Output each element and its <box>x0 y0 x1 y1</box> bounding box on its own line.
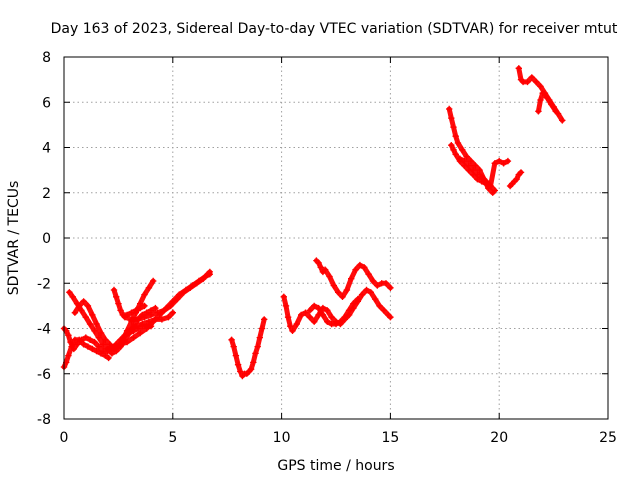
series-segment <box>535 90 559 115</box>
y-tick-label: 2 <box>42 186 51 202</box>
chart-title: Day 163 of 2023, Sidereal Day-to-day VTE… <box>51 21 618 37</box>
y-tick-label: 8 <box>42 50 51 66</box>
series-segment <box>456 155 498 194</box>
series-segment <box>313 257 394 300</box>
series-trace <box>457 156 498 193</box>
x-tick-label: 20 <box>490 430 508 446</box>
series-segment <box>228 316 268 380</box>
y-tick-label: -2 <box>37 276 51 292</box>
series-trace <box>507 169 524 189</box>
series-segment <box>60 336 112 371</box>
series-trace <box>126 310 176 334</box>
y-tick-label: 0 <box>42 231 51 247</box>
y-tick-label: -8 <box>37 412 51 428</box>
series-trace <box>61 337 112 370</box>
series-segment <box>306 295 361 328</box>
series-trace <box>307 296 361 327</box>
x-axis-label: GPS time / hours <box>277 458 394 474</box>
y-tick-label: -6 <box>37 367 51 383</box>
y-tick-labels: -8 -6 -4 -2 0 2 4 6 8 <box>37 50 51 428</box>
data-series <box>60 65 566 380</box>
series-trace <box>448 142 511 189</box>
plot-frame <box>63 56 609 420</box>
x-tick-label: 0 <box>60 430 69 446</box>
y-tick-label: 6 <box>42 95 51 111</box>
series-trace <box>61 323 154 354</box>
series-trace <box>229 316 267 379</box>
series-trace <box>281 287 393 334</box>
series-trace <box>122 269 213 322</box>
x-tick-label: 15 <box>381 430 399 446</box>
series-segment <box>126 309 176 334</box>
x-tick-labels: 0 5 10 15 20 25 <box>60 430 617 446</box>
x-tick-label: 5 <box>168 430 177 446</box>
series-trace <box>313 258 393 300</box>
y-axis-label: SDTVAR / TECUs <box>6 181 22 296</box>
x-tick-label: 25 <box>599 430 617 446</box>
y-tick-label: 4 <box>42 141 51 157</box>
series-trace <box>535 90 559 114</box>
series-segment <box>506 169 525 190</box>
x-tick-label: 10 <box>273 430 291 446</box>
series-segment <box>121 268 213 323</box>
y-tick-label: -4 <box>37 322 51 338</box>
